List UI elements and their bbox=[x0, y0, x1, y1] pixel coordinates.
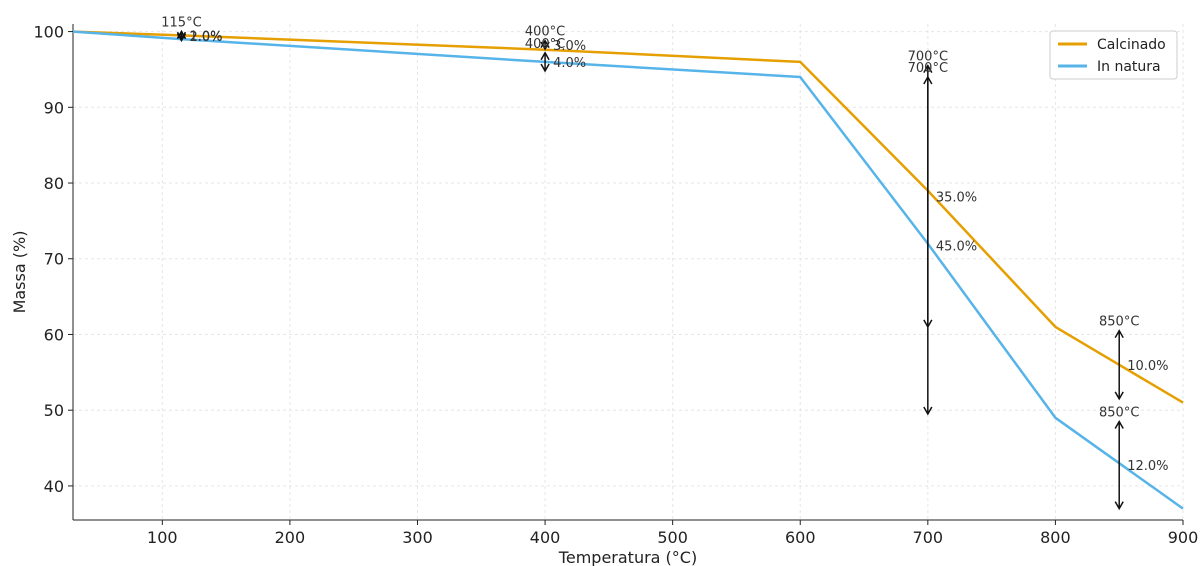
annotation-temp-label: 400°C bbox=[525, 25, 565, 40]
annotation-arrowhead bbox=[540, 63, 550, 73]
x-tick-label: 500 bbox=[657, 528, 688, 547]
annotation-arrowhead bbox=[1114, 420, 1124, 429]
x-tick-label: 900 bbox=[1168, 528, 1199, 547]
series-lines bbox=[72, 30, 1184, 510]
annotation-pct-label: 10.0% bbox=[1127, 359, 1168, 374]
annotation-pct-label: 4.0% bbox=[553, 56, 586, 71]
annotation-pct-label: 1.0% bbox=[189, 29, 222, 44]
annotation-temp-label: 400°C bbox=[525, 37, 565, 52]
annotation-pct-label: 35.0% bbox=[936, 190, 977, 205]
y-tick-label: 40 bbox=[44, 477, 64, 496]
y-tick-label: 100 bbox=[33, 23, 64, 42]
annotation-pct-label: 12.0% bbox=[1127, 459, 1168, 474]
annotation-temp-label: 700°C bbox=[908, 50, 948, 65]
x-tick-label: 700 bbox=[913, 528, 944, 547]
y-axis-title: Massa (%) bbox=[10, 231, 29, 314]
ticks: 100 200 300 400 500 600 700 800 900 40 50 60 70 80 90 1… bbox=[33, 23, 1198, 547]
annotation-arrowhead bbox=[1114, 329, 1124, 339]
annotation-arrowhead bbox=[1114, 501, 1124, 511]
annotation-temp-label: 115°C bbox=[161, 16, 201, 31]
annotation-pct-label: 45.0% bbox=[936, 239, 977, 254]
x-tick-label: 400 bbox=[530, 528, 561, 547]
series-line-1 bbox=[72, 30, 1184, 510]
y-tick-label: 60 bbox=[44, 325, 64, 344]
annotation-arrowhead bbox=[1114, 391, 1124, 401]
legend-label-calcinado: Calcinado bbox=[1097, 37, 1166, 53]
annotation-pct-label: 3.0% bbox=[553, 39, 586, 54]
annotation-pct-label: 2.0% bbox=[189, 30, 222, 45]
annotation-arrowhead bbox=[923, 406, 933, 416]
x-tick-label: 100 bbox=[147, 528, 178, 547]
legend-label-in-natura: In natura bbox=[1097, 59, 1161, 75]
x-tick-label: 600 bbox=[785, 528, 816, 547]
annotations: 115°C1.0%2.0% 400°C3.0%400°C 4.0% 700°C 35.0… bbox=[161, 16, 1169, 511]
y-tick-label: 90 bbox=[44, 98, 64, 117]
annotation-temp-label: 850°C bbox=[1099, 315, 1139, 330]
x-tick-label: 300 bbox=[402, 528, 433, 547]
annotation-arrowhead bbox=[540, 39, 550, 49]
y-tick-label: 80 bbox=[44, 174, 64, 193]
grid bbox=[73, 24, 1184, 520]
annotation-arrowhead bbox=[540, 51, 550, 61]
annotation-arrowhead bbox=[176, 33, 187, 43]
legend: Calcinado In natura bbox=[1049, 30, 1178, 80]
x-tick-label: 800 bbox=[1040, 528, 1071, 547]
x-axis-title: Temperatura (°C) bbox=[558, 548, 697, 566]
y-tick-label: 50 bbox=[44, 401, 64, 420]
series-line-0 bbox=[72, 30, 1184, 404]
annotation-temp-label: 700°C bbox=[908, 61, 948, 76]
x-tick-label: 200 bbox=[275, 528, 306, 547]
annotation-arrowhead bbox=[923, 75, 933, 85]
annotation-arrowhead bbox=[923, 64, 933, 74]
annotation-temp-label: 850°C bbox=[1099, 406, 1139, 421]
axes bbox=[72, 24, 1183, 521]
y-tick-label: 70 bbox=[44, 250, 64, 269]
